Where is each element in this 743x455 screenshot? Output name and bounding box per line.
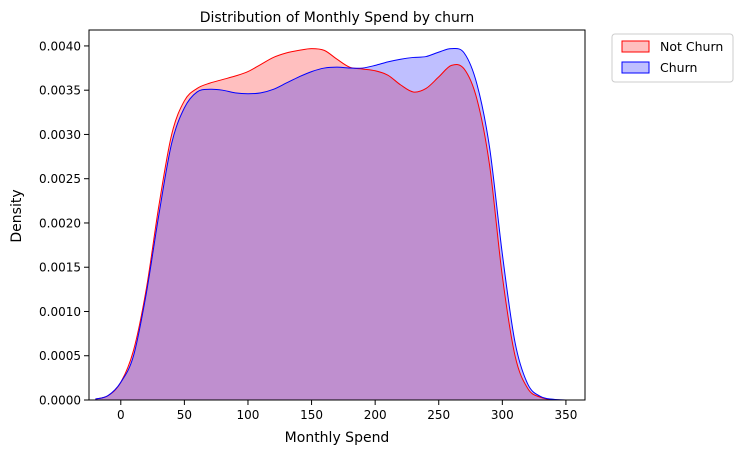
x-tick-label: 50 (177, 408, 192, 422)
x-tick-label: 350 (554, 408, 577, 422)
y-tick-label: 0.0005 (39, 349, 81, 363)
x-axis-label: Monthly Spend (285, 430, 390, 446)
legend-swatch-not-churn (621, 40, 650, 53)
y-tick-label: 0.0040 (39, 39, 81, 53)
y-tick-label: 0.0035 (39, 84, 81, 98)
x-tick-label: 0 (117, 408, 125, 422)
density-line-churn (95, 47, 566, 401)
density-area-churn (95, 48, 566, 400)
y-tick-label: 0.0000 (39, 394, 81, 408)
y-tick-label: 0.0015 (39, 261, 81, 275)
y-tick-label: 0.0010 (39, 305, 81, 319)
legend-frame (611, 33, 734, 83)
density-line-not-churn (95, 48, 566, 401)
y-tick-label: 0.0020 (39, 216, 81, 230)
legend-label-not-churn: Not Churn (660, 39, 723, 54)
y-tick-label: 0.0030 (39, 128, 81, 142)
legend-swatch-churn (621, 61, 650, 74)
x-tick-label: 100 (237, 408, 260, 422)
y-tick-label: 0.0025 (39, 172, 81, 186)
x-tick-label: 300 (491, 408, 514, 422)
density-area-not-churn (95, 48, 566, 401)
legend-label-churn: Churn (660, 60, 697, 75)
chart-title: Distribution of Monthly Spend by churn (200, 10, 475, 26)
x-tick-label: 200 (364, 408, 387, 422)
y-axis-label: Density (9, 189, 25, 242)
x-tick-label: 150 (300, 408, 323, 422)
legend: Not Churn Churn (611, 33, 734, 83)
plot-frame (88, 29, 586, 401)
x-tick-label: 250 (427, 408, 450, 422)
